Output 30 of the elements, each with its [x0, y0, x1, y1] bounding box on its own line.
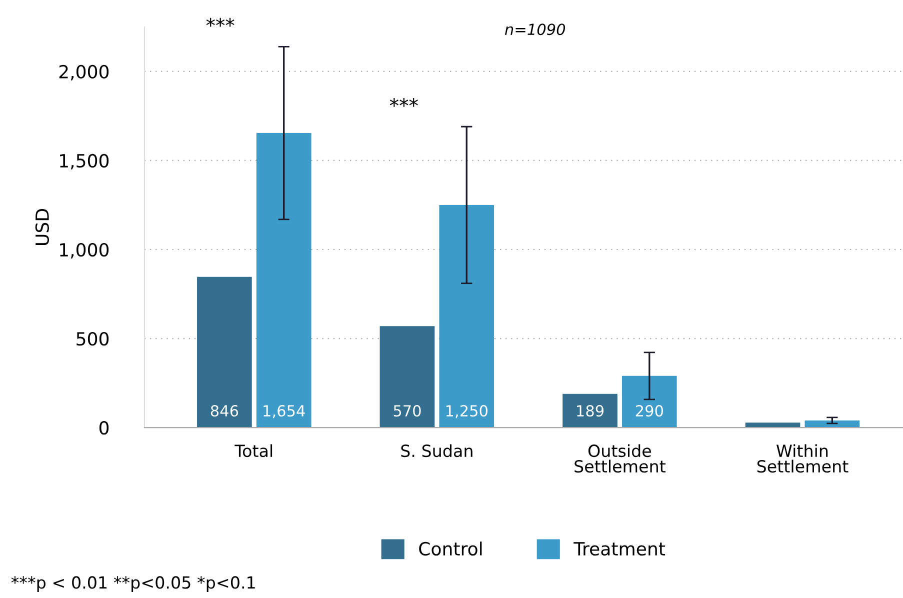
data-label: 290: [636, 405, 663, 417]
x-tick-label: S. Sudan: [401, 444, 472, 458]
bar: [745, 422, 800, 428]
data-label: 570: [394, 405, 421, 417]
data-label: 846: [210, 405, 238, 417]
y-axis-title: USD: [35, 209, 50, 245]
y-tick-label: 2,000: [59, 64, 109, 80]
data-label: 189: [577, 405, 604, 417]
x-tick-label: Outside Settlement: [574, 444, 666, 473]
y-tick-label: 500: [76, 332, 109, 346]
annotation: ***: [390, 98, 418, 107]
bar: [380, 326, 435, 428]
annotation: n=1090: [504, 24, 566, 36]
legend-label: Treatment: [574, 542, 666, 556]
data-label: 1,654: [264, 405, 305, 418]
bar: [256, 133, 312, 428]
y-tick-label: 1,500: [60, 154, 109, 170]
y-tick-label: 1,000: [60, 242, 109, 258]
bar: [562, 394, 618, 428]
bar: [622, 376, 677, 428]
bar: [439, 204, 494, 428]
y-tick-label: 0: [99, 421, 109, 435]
text: ***: [206, 18, 234, 27]
x-tick-label: Within Settlement: [757, 444, 848, 473]
bar: [804, 420, 860, 428]
x-tick-label: Total: [234, 444, 272, 458]
text: ***p < 0.01 **p<0.05 *p<0.1: [11, 576, 255, 592]
bar: [197, 276, 252, 428]
data-label: 1,250: [446, 405, 488, 418]
legend-label: Control: [419, 542, 482, 556]
